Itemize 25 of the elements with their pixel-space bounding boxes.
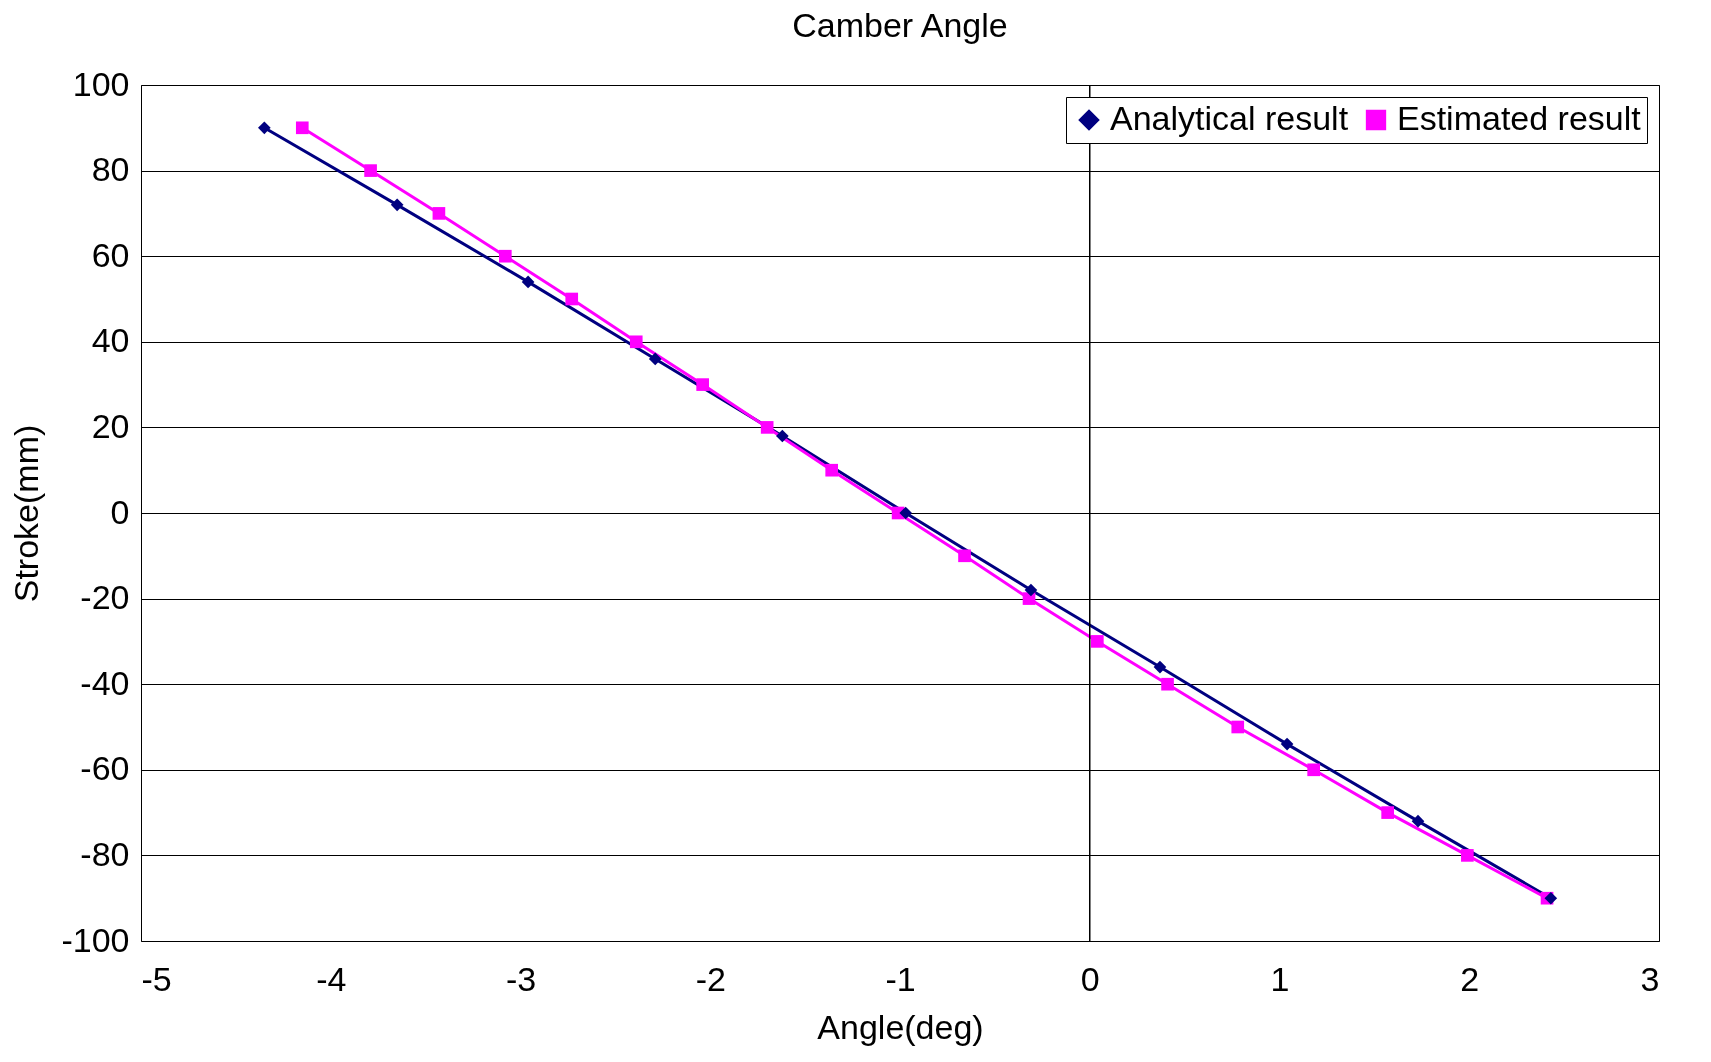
y-tick-label: 20	[91, 406, 130, 445]
y-tick-label: -100	[61, 920, 130, 959]
y-tick-label: 0	[110, 492, 130, 531]
x-axis-title: Angle(deg)	[817, 1007, 984, 1046]
x-tick-label: -2	[695, 959, 726, 998]
x-tick-label: 3	[1640, 959, 1660, 998]
y-axis-title: Stroke(mm)	[7, 424, 46, 603]
y-tick-label: -60	[80, 749, 130, 788]
x-tick-label: -3	[505, 959, 537, 998]
x-tick-label: 2	[1460, 959, 1480, 998]
x-tick-label: -1	[885, 959, 916, 998]
x-tick-label: -4	[316, 959, 347, 998]
x-tick-label: -5	[141, 959, 172, 998]
y-tick-label: 40	[91, 321, 130, 360]
legend-label: Estimated result	[1397, 99, 1642, 137]
y-tick-label: -40	[80, 663, 130, 702]
y-tick-label: 100	[72, 64, 130, 103]
legend-label: Analytical result	[1110, 99, 1349, 137]
y-tick-label: 80	[91, 150, 130, 189]
chart-title: Camber Angle	[792, 6, 1008, 44]
y-tick-label: 60	[91, 235, 130, 274]
y-tick-label: -80	[80, 834, 130, 873]
x-tick-label: 1	[1270, 959, 1290, 998]
x-tick-label: 0	[1080, 959, 1100, 998]
y-tick-label: -20	[80, 578, 130, 617]
